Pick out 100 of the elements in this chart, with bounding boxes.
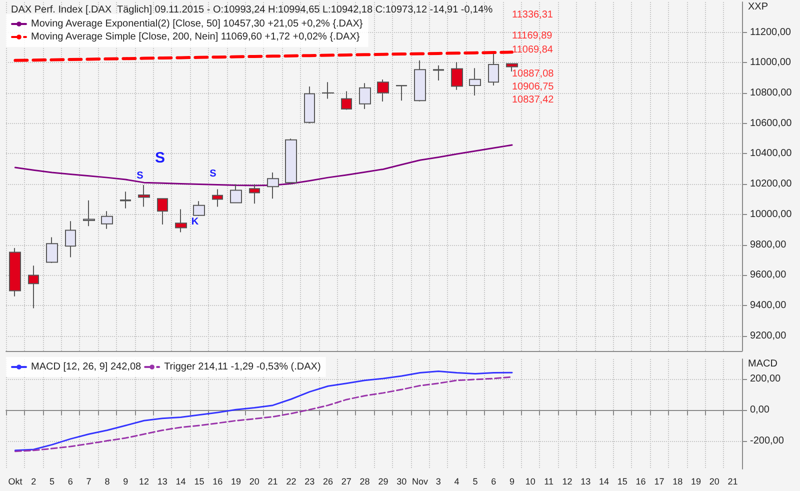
candlestick <box>138 184 150 208</box>
candlestick <box>414 60 426 102</box>
x-tick-label: 6 <box>68 476 73 486</box>
y-tick-label: 9800,00 <box>750 239 787 250</box>
x-tick-label: 16 <box>636 476 646 486</box>
x-tick-label: 19 <box>690 476 702 486</box>
y-tick-label: 0,00 <box>750 404 770 416</box>
x-tick-label: 15 <box>617 476 628 486</box>
x-tick-label: 16 <box>212 476 223 486</box>
candlestick <box>341 90 352 110</box>
candlestick <box>230 184 242 204</box>
x-tick-label: 8 <box>104 476 110 486</box>
y-tick-label: 11200,00 <box>750 26 792 38</box>
candlestick <box>65 220 76 258</box>
x-tick-label: 7 <box>86 476 92 486</box>
x-tick-label: 19 <box>230 476 242 486</box>
candlestick <box>46 236 58 264</box>
x-tick-label: 17 <box>654 476 664 486</box>
y-tick-label: 9400,00 <box>750 300 787 311</box>
y-tick-label: 9200,00 <box>750 330 787 342</box>
candlestick <box>157 198 168 225</box>
candlestick <box>322 82 334 100</box>
x-tick-label: Nov <box>412 476 428 486</box>
candlestick <box>175 208 187 233</box>
x-tick-label: 30 <box>396 476 407 486</box>
candlestick <box>212 188 223 208</box>
candlestick <box>304 86 315 124</box>
candlestick <box>193 200 205 216</box>
x-tick-label: 10 <box>525 476 536 486</box>
y2-axis-title: MACD <box>748 358 778 370</box>
y2-axis-title: XXP <box>748 2 768 12</box>
y-tick-label: 9600,00 <box>750 270 787 281</box>
candlestick <box>396 84 407 102</box>
x-tick-label: 13 <box>157 476 168 486</box>
x-tick-label: 26 <box>322 476 334 486</box>
annotation: 10906,75 <box>512 82 554 92</box>
chart-title: DAX Perf. Index [.DAX Täglich] 09.11.2015 - O:10993,24 H:10994,65 L:10942,18 C:10973,12 -14,91 -0,14% <box>11 4 493 16</box>
annotation: S <box>154 150 166 166</box>
x-tick-label: 11 <box>544 476 554 486</box>
x-tick-label: 27 <box>341 476 352 486</box>
candlestick <box>451 62 463 90</box>
candlestick <box>488 53 499 86</box>
candlestick <box>359 82 371 110</box>
annotation: 10837,42 <box>512 94 554 106</box>
candlestick <box>28 265 39 309</box>
candlestick <box>267 172 279 200</box>
candlestick <box>9 247 21 297</box>
x-tick-label: 20 <box>249 476 260 486</box>
legend-label: Moving Average Exponential(2) [Close, 50] 10457,30 +21,05 +0,2% {.DAX} <box>31 18 364 30</box>
annotation: S <box>210 168 217 180</box>
x-tick-label: 6 <box>491 476 496 486</box>
x-tick-label: 29 <box>378 476 388 486</box>
x-tick-label: 5 <box>49 476 55 486</box>
x-tick-label: 12 <box>562 476 572 486</box>
x-tick-label: 3 <box>436 476 441 486</box>
x-tick-label: 20 <box>709 476 720 486</box>
x-tick-label: 23 <box>304 476 315 486</box>
x-tick-label: 18 <box>672 476 683 486</box>
x-tick-label: 2 <box>31 476 36 486</box>
candlestick <box>101 210 113 230</box>
annotation: 10887,08 <box>512 68 554 80</box>
y-tick-label: 11000,00 <box>750 57 792 68</box>
x-tick-label: 5 <box>472 476 478 486</box>
annotation: 11169,89 <box>512 30 553 42</box>
y-tick-label: 10200,00 <box>750 178 792 190</box>
x-tick-label: 14 <box>176 476 186 486</box>
y-tick-label: 10400,00 <box>750 148 792 160</box>
candlestick <box>377 79 389 102</box>
legend-label: Moving Average Simple [Close, 200, Nein] 11069,60 +1,72 +0,02% {.DAX} <box>31 32 360 42</box>
candlestick <box>120 191 131 209</box>
candlestick <box>433 64 444 81</box>
legend-label: Trigger 214,11 -1,29 -0,53% (.DAX) <box>164 362 321 372</box>
legend-label: MACD [12, 26, 9] 242,08 <box>31 362 142 372</box>
annotation: S <box>136 170 144 182</box>
x-tick-label: 22 <box>286 476 296 486</box>
y-tick-label: 10000,00 <box>750 208 792 220</box>
x-tick-label: 13 <box>580 476 591 486</box>
y-tick-label: 10600,00 <box>750 118 792 129</box>
x-tick-label: Okt <box>8 476 23 486</box>
candlestick <box>249 184 260 204</box>
x-tick-label: 21 <box>728 476 738 486</box>
x-tick-label: 4 <box>454 476 460 486</box>
x-tick-label: 12 <box>138 476 150 486</box>
annotation: K <box>191 216 200 228</box>
x-tick-label: 28 <box>360 476 370 486</box>
candlestick <box>285 138 297 185</box>
annotation: 11069,84 <box>512 44 554 56</box>
x-tick-label: 9 <box>123 476 128 486</box>
annotation: 11336,31 <box>512 10 554 20</box>
x-tick-label: 9 <box>509 476 515 486</box>
y-tick-label: 10800,00 <box>750 88 792 99</box>
line-series <box>14 144 513 186</box>
candlestick <box>469 68 481 96</box>
x-tick-label: 15 <box>194 476 204 486</box>
x-tick-label: 21 <box>268 476 278 486</box>
line-series <box>14 50 514 62</box>
y-tick-label: -200,00 <box>750 436 784 447</box>
y-tick-label: 200,00 <box>750 374 782 385</box>
candlestick <box>83 200 95 227</box>
x-tick-label: 14 <box>598 476 610 486</box>
